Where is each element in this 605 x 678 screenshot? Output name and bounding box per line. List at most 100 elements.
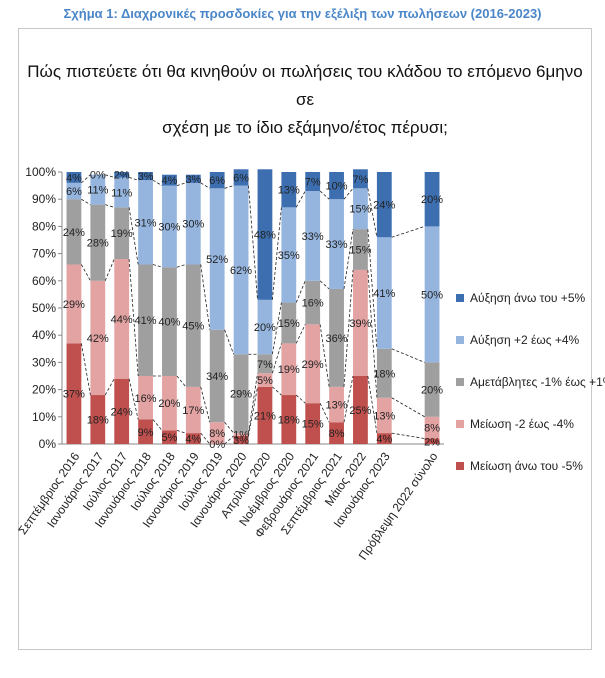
connector-line — [104, 258, 115, 281]
bar-segment — [185, 174, 201, 183]
data-label: 52% — [206, 254, 228, 266]
data-label: 44% — [111, 314, 133, 326]
bar-segment — [376, 172, 392, 238]
data-label: 4% — [185, 434, 201, 446]
bar-segment — [376, 348, 392, 398]
data-label: 21% — [254, 410, 276, 422]
bar-segment — [305, 324, 321, 404]
bar-segment — [90, 174, 106, 205]
data-label: 7% — [257, 359, 273, 371]
connector-line — [152, 179, 163, 186]
data-label: 17% — [182, 405, 204, 417]
connector-line — [343, 269, 354, 387]
data-label: 29% — [230, 389, 252, 401]
connector-line — [176, 375, 187, 388]
connector-line — [152, 419, 163, 431]
bar-segment — [209, 422, 225, 444]
data-label: 4% — [66, 172, 82, 184]
y-tick-label: 70% — [32, 247, 56, 261]
bar-segment — [90, 395, 106, 444]
connector-line — [81, 198, 91, 205]
bar-segment — [329, 422, 344, 444]
bar-segment — [138, 419, 153, 444]
bar-segment — [329, 386, 344, 423]
legend-label: Αμετάβλητες -1% έως +1% — [470, 375, 605, 389]
connector-line — [80, 343, 91, 396]
bar-segment — [353, 269, 368, 376]
connector-line — [271, 343, 282, 374]
chart-title: Πώς πιστεύετε ότι θα κινηθούν οι πωλήσει… — [18, 58, 592, 142]
data-label: 1% — [233, 429, 249, 441]
data-label: 18% — [278, 415, 300, 427]
data-label: 13% — [373, 410, 395, 422]
bar-segment — [233, 435, 249, 444]
data-label: 28% — [87, 238, 109, 250]
data-label: 11% — [87, 185, 108, 197]
bar-segment — [424, 226, 440, 363]
data-label: 34% — [206, 371, 228, 383]
data-label: 18% — [373, 368, 395, 380]
connector-line — [81, 174, 91, 184]
connector-line — [295, 394, 306, 404]
data-label: 33% — [302, 231, 324, 243]
bar-segment — [257, 373, 273, 387]
data-label: 7% — [352, 174, 368, 186]
connector-line — [80, 264, 91, 281]
bar-segment — [66, 182, 82, 200]
legend: Αύξηση άνω του +5% Αύξηση +2 έως +4% Αμετά… — [456, 291, 605, 473]
bar-segment — [305, 280, 321, 325]
data-label: 33% — [326, 239, 348, 251]
data-label: 3% — [185, 174, 201, 186]
data-label: 20% — [158, 398, 180, 410]
bar-segment — [185, 182, 201, 265]
connector-line — [391, 432, 425, 439]
bar-segment — [114, 378, 130, 444]
bar-segment — [257, 386, 273, 444]
connector-line — [224, 185, 234, 189]
segment-labels: 37% 29% 24% 6% 4% 18% 42% 28% 11% 0% 24% 44% 19% 11% 2… — [63, 170, 443, 451]
data-label: 6% — [233, 172, 249, 184]
bar-segment — [138, 264, 153, 376]
bar-segment — [281, 207, 297, 303]
data-label: 13% — [278, 185, 300, 197]
bar-segment — [281, 172, 297, 208]
connector-line — [200, 182, 210, 189]
data-label: 24% — [373, 200, 395, 212]
legend-swatch — [456, 420, 464, 428]
data-label: 7% — [305, 177, 321, 189]
bar-segment — [376, 433, 392, 444]
data-label: 20% — [421, 194, 443, 206]
data-label: 19% — [111, 228, 133, 240]
bar-segment — [257, 169, 273, 300]
connector-line — [176, 182, 187, 186]
connector-line — [391, 226, 425, 238]
connector-line — [105, 174, 115, 178]
bar-segment — [257, 299, 273, 355]
connector-line — [319, 190, 330, 200]
bar-segment — [66, 172, 82, 183]
bar-segment — [90, 204, 106, 281]
y-tick-label: 40% — [32, 328, 56, 342]
connector-line — [391, 397, 425, 418]
data-label: 16% — [302, 298, 324, 310]
data-label: 15% — [349, 204, 371, 216]
connector-line — [295, 280, 306, 303]
bar-segment — [329, 288, 344, 387]
bar-segment — [305, 191, 321, 281]
bar-segment — [329, 172, 344, 200]
data-label: 25% — [349, 405, 371, 417]
y-tick-label: 50% — [32, 301, 56, 315]
connector-line — [367, 229, 378, 349]
data-label: 15% — [349, 245, 371, 257]
data-label: 15% — [302, 419, 324, 431]
bar-segment — [376, 397, 392, 434]
data-label: 0% — [90, 170, 106, 182]
bar-segment — [424, 438, 440, 444]
bar-segment — [90, 280, 106, 396]
bar-segment — [353, 376, 368, 444]
connector-line — [319, 280, 330, 290]
data-label: 20% — [254, 322, 276, 334]
bar-segment — [329, 199, 344, 289]
bar-segment — [353, 169, 368, 189]
chart-title-line2: σχέση με το ίδιο εξάμηνο/έτος πέρυσι; — [162, 118, 448, 137]
